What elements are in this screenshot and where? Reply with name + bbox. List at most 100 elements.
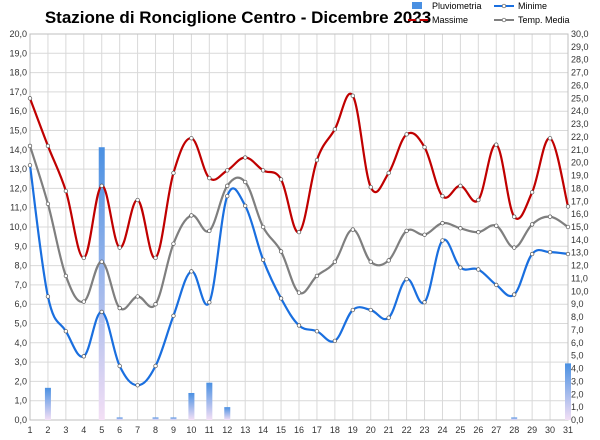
grid <box>29 33 569 421</box>
right-tick-label: 1,0 <box>571 402 584 412</box>
data-point <box>458 265 463 270</box>
right-tick-label: 18,0 <box>571 183 589 193</box>
data-point <box>368 259 373 264</box>
right-tick-label: 5,0 <box>571 351 584 361</box>
data-point <box>296 323 302 328</box>
data-point <box>278 177 284 182</box>
data-point <box>171 170 176 176</box>
chart-title: Stazione di Ronciglione Centro - Dicembr… <box>45 8 431 27</box>
x-tick-label: 2 <box>45 425 50 435</box>
left-tick-label: 7,0 <box>14 280 27 290</box>
legend-entry: Massime <box>408 15 468 25</box>
right-tick-label: 4,0 <box>571 364 584 374</box>
data-point <box>565 251 571 257</box>
data-point <box>512 245 517 250</box>
data-point <box>225 193 230 199</box>
data-point <box>45 294 51 299</box>
legend-marker <box>415 17 421 23</box>
data-point <box>529 222 535 227</box>
data-point <box>63 273 69 279</box>
left-tick-label: 19,0 <box>9 48 27 58</box>
data-point <box>260 224 266 230</box>
data-point <box>547 136 553 141</box>
right-tick-label: 19,0 <box>571 171 589 181</box>
x-tick-label: 23 <box>420 425 430 435</box>
data-point <box>368 307 373 313</box>
x-tick-label: 21 <box>384 425 394 435</box>
data-point <box>494 282 499 288</box>
legend-entry: Temp. Media <box>494 15 570 25</box>
left-tick-label: 12,0 <box>9 183 27 193</box>
right-tick-label: 9,0 <box>571 299 584 309</box>
data-point <box>81 354 86 359</box>
data-point <box>171 313 176 318</box>
data-point <box>81 255 86 261</box>
data-point <box>565 204 571 209</box>
data-point <box>494 142 499 147</box>
left-tick-label: 18,0 <box>9 68 27 78</box>
left-tick-label: 8,0 <box>14 261 27 271</box>
x-tick-label: 19 <box>348 425 358 435</box>
rain-bar <box>511 417 518 420</box>
x-tick-label: 24 <box>437 425 447 435</box>
x-tick-label: 3 <box>63 425 68 435</box>
data-point <box>350 227 355 232</box>
right-tick-label: 2,0 <box>571 389 584 399</box>
left-tick-label: 5,0 <box>14 319 27 329</box>
data-point <box>332 338 338 344</box>
rain-bar <box>565 363 571 420</box>
data-point <box>332 127 338 132</box>
data-point <box>171 241 176 246</box>
right-tick-label: 15,0 <box>571 222 589 232</box>
data-point <box>27 163 33 168</box>
data-point <box>350 93 355 98</box>
x-tick-label: 28 <box>509 425 519 435</box>
data-point <box>529 251 535 257</box>
data-point <box>117 305 122 311</box>
x-tick-label: 25 <box>455 425 465 435</box>
legend-marker <box>501 3 507 9</box>
data-point <box>458 226 463 231</box>
x-tick-label: 9 <box>171 425 176 435</box>
data-point <box>476 229 481 235</box>
rainfall-bars <box>44 147 571 420</box>
legend: Pluviometria Minime Massime Temp. Media <box>408 1 570 25</box>
right-tick-label: 28,0 <box>571 55 589 65</box>
x-tick-label: 1 <box>27 425 32 435</box>
left-tick-label: 0,0 <box>14 415 27 425</box>
data-point <box>404 228 409 234</box>
x-tick-label: 30 <box>545 425 555 435</box>
x-tick-label: 26 <box>473 425 483 435</box>
right-tick-label: 3,0 <box>571 376 584 386</box>
data-point <box>189 269 194 274</box>
data-point <box>99 259 104 264</box>
left-tick-label: 13,0 <box>9 164 27 174</box>
data-point <box>512 292 517 297</box>
data-point <box>440 193 445 199</box>
data-point <box>135 294 140 299</box>
data-point <box>386 258 391 263</box>
data-point <box>27 143 33 149</box>
data-point <box>332 259 338 264</box>
data-point <box>135 383 140 388</box>
data-point <box>45 143 51 149</box>
temperature-lines <box>27 92 571 388</box>
data-point <box>314 273 320 279</box>
data-point <box>99 309 104 315</box>
data-point <box>422 232 427 237</box>
data-point <box>404 276 409 282</box>
right-tick-label: 21,0 <box>571 145 589 155</box>
data-point <box>476 267 481 272</box>
data-point <box>547 249 553 255</box>
left-tick-label: 2,0 <box>14 376 27 386</box>
data-point <box>314 157 320 163</box>
x-tick-label: 13 <box>240 425 250 435</box>
data-point <box>314 329 320 334</box>
data-point <box>494 223 499 228</box>
x-tick-label: 7 <box>135 425 140 435</box>
data-point <box>225 183 230 188</box>
right-y-axis: 0,0 1,0 2,0 3,0 4,0 5,0 6,0 7,0 8,0 9,0 10,0 11,0 12… <box>571 29 589 425</box>
right-tick-label: 24,0 <box>571 106 589 116</box>
right-tick-label: 16,0 <box>571 209 589 219</box>
data-point <box>117 363 122 369</box>
